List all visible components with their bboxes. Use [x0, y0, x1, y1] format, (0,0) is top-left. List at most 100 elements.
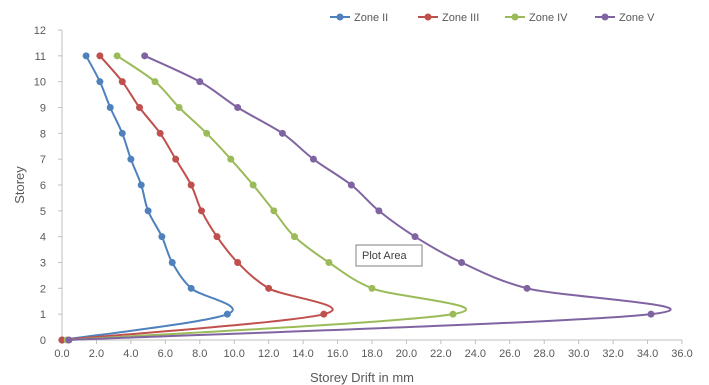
- x-tick-label: 18.0: [361, 348, 382, 360]
- series-zone-v: [65, 52, 672, 344]
- x-tick-label: 6.0: [158, 348, 173, 360]
- data-point: [127, 155, 135, 163]
- legend-swatch-marker: [601, 13, 609, 21]
- y-tick-label: 7: [40, 154, 46, 166]
- x-tick-label: 24.0: [465, 348, 486, 360]
- data-point: [223, 310, 231, 318]
- x-tick-label: 4.0: [123, 348, 138, 360]
- legend-swatch-marker: [511, 13, 519, 21]
- data-point: [291, 233, 298, 241]
- legend-swatch-marker: [336, 13, 344, 21]
- x-tick-label: 30.0: [568, 348, 589, 360]
- series-zone-ii: [58, 52, 234, 344]
- x-tick-label: 36.0: [671, 348, 692, 360]
- x-tick-label: 22.0: [430, 348, 451, 360]
- plot-area-tooltip: Plot Area: [355, 244, 423, 267]
- data-point: [234, 104, 242, 111]
- data-point: [168, 259, 176, 266]
- series-zone-iii: [58, 52, 334, 344]
- series-line: [68, 54, 672, 341]
- data-point: [375, 207, 383, 215]
- legend-label: Zone V: [619, 12, 655, 24]
- data-point: [137, 181, 145, 189]
- y-tick-label: 5: [40, 206, 46, 218]
- series-layer: [58, 52, 672, 344]
- data-point: [175, 104, 183, 111]
- y-tick-label: 11: [35, 51, 46, 63]
- data-point: [309, 155, 317, 163]
- data-point: [82, 52, 90, 60]
- series-line: [67, 55, 467, 341]
- data-point: [158, 233, 166, 241]
- series-zone-iv: [63, 52, 467, 344]
- y-tick-label: 6: [40, 180, 46, 192]
- data-point: [151, 78, 159, 86]
- data-point: [449, 310, 457, 318]
- x-tick-label: 12.0: [258, 348, 279, 360]
- data-point: [96, 52, 104, 60]
- data-point: [203, 129, 211, 137]
- x-tick-label: 28.0: [534, 348, 555, 360]
- axes: 0.0 2.0 4.0 6.0 8.0 10.0 12.0 14.0 16.0 18.0 20.0 2…: [34, 25, 693, 360]
- data-point: [347, 181, 355, 189]
- x-tick-label: 14.0: [292, 348, 313, 360]
- tooltip-label: Plot Area: [362, 250, 408, 262]
- legend-label: Zone III: [442, 12, 479, 24]
- data-point: [144, 207, 152, 215]
- x-tick-label: 8.0: [192, 348, 207, 360]
- y-axis-title: Storey: [12, 166, 27, 204]
- data-point: [118, 78, 126, 86]
- x-tick-label: 26.0: [499, 348, 520, 360]
- data-point: [172, 155, 180, 163]
- legend-label: Zone II: [354, 12, 388, 24]
- x-tick-label: 10.0: [224, 348, 245, 360]
- data-point: [270, 207, 278, 215]
- y-tick-label: 2: [40, 283, 46, 295]
- tooltip-box: [355, 244, 423, 267]
- data-point: [234, 259, 242, 266]
- y-tick-label: 1: [40, 309, 46, 321]
- data-point: [368, 284, 376, 292]
- x-tick-label: 34.0: [637, 348, 658, 360]
- legend: Zone II Zone III Zone IV Zone V: [330, 12, 655, 24]
- series-line: [61, 55, 334, 341]
- series-line: [61, 55, 234, 341]
- legend-label: Zone IV: [529, 12, 568, 24]
- data-point: [136, 104, 143, 111]
- x-axis-title: Storey Drift in mm: [310, 370, 414, 385]
- data-point: [278, 129, 286, 137]
- data-point: [213, 233, 221, 241]
- y-tick-label: 12: [34, 25, 46, 37]
- y-tick-label: 0: [40, 335, 46, 347]
- legend-swatch-marker: [424, 13, 432, 21]
- data-point: [249, 181, 257, 189]
- legend-item: Zone IV: [505, 12, 568, 24]
- y-tick-label: 3: [40, 258, 46, 270]
- x-tick-label: 16.0: [327, 348, 348, 360]
- legend-item: Zone V: [595, 12, 655, 24]
- data-point: [58, 336, 66, 344]
- data-point: [65, 336, 73, 344]
- data-point: [647, 310, 655, 318]
- x-tick-label: 20.0: [396, 348, 417, 360]
- data-point: [96, 78, 104, 86]
- data-point: [106, 104, 114, 111]
- data-point: [196, 78, 204, 86]
- y-tick-label: 10: [34, 77, 46, 89]
- x-tick-label: 0.0: [54, 348, 69, 360]
- legend-item: Zone III: [418, 12, 479, 24]
- data-point: [458, 259, 466, 266]
- data-point: [118, 129, 126, 137]
- y-tick-label: 4: [40, 232, 46, 244]
- y-tick-label: 8: [40, 128, 46, 140]
- data-point: [411, 233, 419, 241]
- data-point: [320, 310, 328, 318]
- data-point: [198, 207, 205, 215]
- data-point: [187, 181, 195, 189]
- data-point: [523, 284, 531, 292]
- data-point: [325, 259, 333, 266]
- data-point: [113, 52, 121, 60]
- data-point: [265, 284, 273, 292]
- x-tick-label: 2.0: [89, 348, 104, 360]
